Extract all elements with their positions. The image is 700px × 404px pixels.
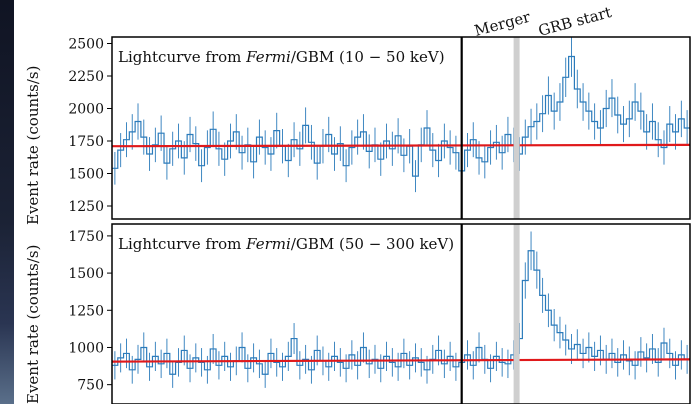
y-tick-label: 2250: [68, 69, 104, 85]
bottom-plot-frame: [111, 223, 691, 404]
y-tick-label: 2000: [68, 102, 104, 118]
top-grb-start-band: [513, 37, 520, 219]
y-tick-label: 1500: [68, 266, 104, 282]
grb-start-label: GRB start: [536, 3, 613, 40]
figure-background: [14, 0, 700, 404]
merger-label: Merger: [472, 7, 533, 39]
y-tick-label: 1750: [68, 134, 104, 150]
top-y-axis: 1250 1500 1750 2000 2250 2500: [68, 37, 112, 215]
top-panel: 1250 1500 1750 2000 2250 2500 Lightcurve from…: [24, 36, 691, 225]
y-tick-label: 1000: [68, 340, 104, 356]
bottom-baseline-fit: [111, 358, 691, 363]
top-plot-frame: [111, 36, 691, 220]
bottom-grb-start-band: [513, 224, 520, 404]
y-tick-label: 750: [77, 378, 104, 394]
y-tick-label: 1750: [68, 229, 104, 245]
y-tick-label: 1500: [68, 167, 104, 183]
y-tick-label: 1250: [68, 199, 104, 215]
bottom-annotation: Lightcurve from Fermi/GBM (50 − 300 keV): [118, 235, 454, 253]
bottom-y-axis-label: Event rate (counts/s): [24, 245, 42, 404]
bottom-panel: 750 1000 1250 1500 1750 Lightcurve from Ferm…: [24, 223, 691, 404]
bottom-series-line: [112, 250, 690, 375]
top-series-line: [112, 55, 690, 177]
bottom-y-axis: 750 1000 1250 1500 1750: [68, 229, 112, 394]
y-tick-label: 1250: [68, 303, 104, 319]
top-baseline-fit: [111, 143, 691, 148]
top-annotation: Lightcurve from Fermi/GBM (10 − 50 keV): [118, 48, 445, 66]
top-y-axis-label: Event rate (counts/s): [24, 66, 42, 225]
y-tick-label: 2500: [68, 37, 104, 53]
